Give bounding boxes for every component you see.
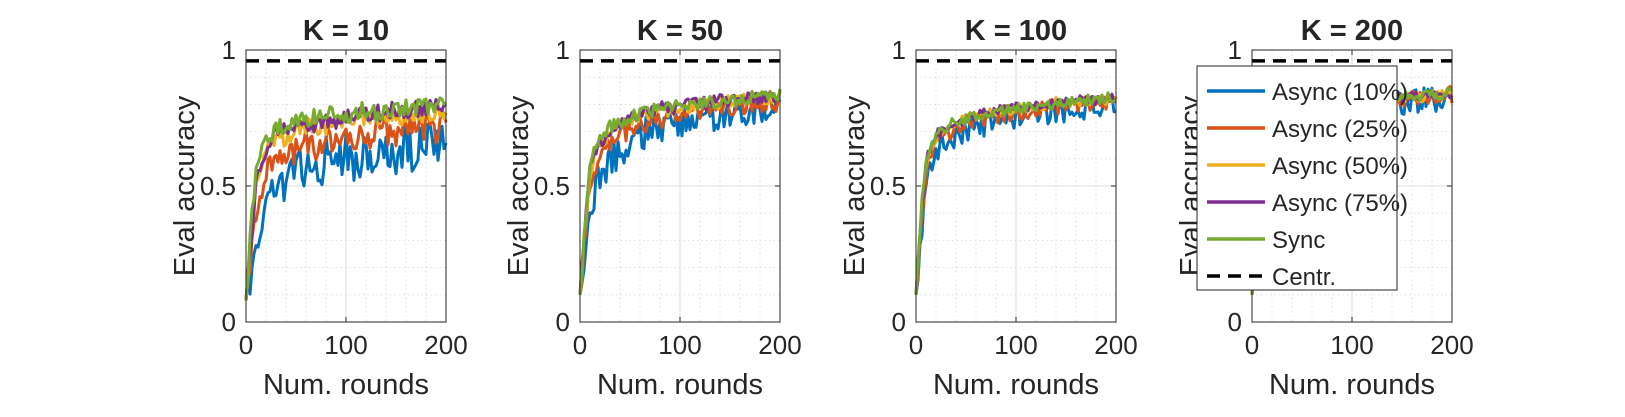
series-sync (578, 88, 782, 295)
series-sync (914, 91, 1117, 295)
panel-title: K = 50 (637, 15, 723, 47)
x-tick-label: 0 (573, 330, 587, 360)
panel-1: 0 100 200 0 0.5 1 K = 10 Num. rounds Eval accura… (169, 15, 468, 401)
y-axis-label: Eval accuracy (169, 95, 201, 276)
y-tick-label: 1 (556, 35, 570, 65)
y-axis-label: Eval accuracy (503, 95, 535, 276)
x-tick-label: 200 (1094, 330, 1137, 360)
x-axis-label: Num. rounds (597, 369, 763, 401)
x-axis-label: Num. rounds (1269, 369, 1435, 401)
x-axis-label: Num. rounds (933, 369, 1099, 401)
series-group (244, 59, 448, 301)
series-sync (244, 96, 447, 301)
y-tick-label: 1 (892, 35, 906, 65)
x-tick-label: 0 (239, 330, 253, 360)
panel-title: K = 100 (965, 15, 1067, 47)
x-tick-label: 0 (909, 330, 923, 360)
series-async-25 (578, 90, 782, 296)
y-tick-label: 1 (222, 35, 236, 65)
legend-box (1196, 65, 1398, 291)
y-tick-label: 0.5 (534, 171, 570, 201)
y-tick-label: 0 (556, 307, 570, 337)
x-tick-label: 200 (1430, 330, 1473, 360)
y-tick-label: 0 (222, 307, 236, 337)
panel-title: K = 10 (303, 15, 389, 47)
y-axis-label: Eval accuracy (839, 95, 871, 276)
y-tick-label: 1 (1228, 35, 1242, 65)
x-tick-label: 100 (1330, 330, 1373, 360)
legend-entry: Async (25%) (1272, 116, 1408, 143)
x-tick-label: 200 (424, 330, 467, 360)
series-async-25 (244, 109, 448, 301)
x-tick-label: 200 (758, 330, 801, 360)
x-tick-label: 100 (994, 330, 1037, 360)
legend-entry: Centr. (1272, 264, 1336, 291)
legend: Async (10%) Async (25%) Async (50%) Async (… (1196, 65, 1408, 291)
y-tick-label: 0 (892, 307, 906, 337)
y-tick-label: 0 (1228, 307, 1242, 337)
x-axis-label: Num. rounds (263, 369, 429, 401)
panel-3: 0 100 200 0 0.5 1 K = 100 Num. rounds Eval accur… (839, 15, 1138, 401)
series-group (914, 59, 1118, 296)
x-tick-label: 0 (1245, 330, 1259, 360)
x-tick-label: 100 (324, 330, 367, 360)
panel-title: K = 200 (1301, 15, 1403, 47)
series-group (578, 59, 782, 296)
y-tick-label: 0.5 (200, 171, 236, 201)
legend-entry: Async (50%) (1272, 153, 1408, 180)
x-tick-label: 100 (658, 330, 701, 360)
y-tick-label: 0.5 (870, 171, 906, 201)
legend-entry: Async (10%) (1272, 79, 1408, 106)
legend-entry: Sync (1272, 227, 1325, 254)
legend-entry: Async (75%) (1272, 190, 1408, 217)
panel-2: 0 100 200 0 0.5 1 K = 50 Num. rounds Eval accura… (503, 15, 802, 401)
